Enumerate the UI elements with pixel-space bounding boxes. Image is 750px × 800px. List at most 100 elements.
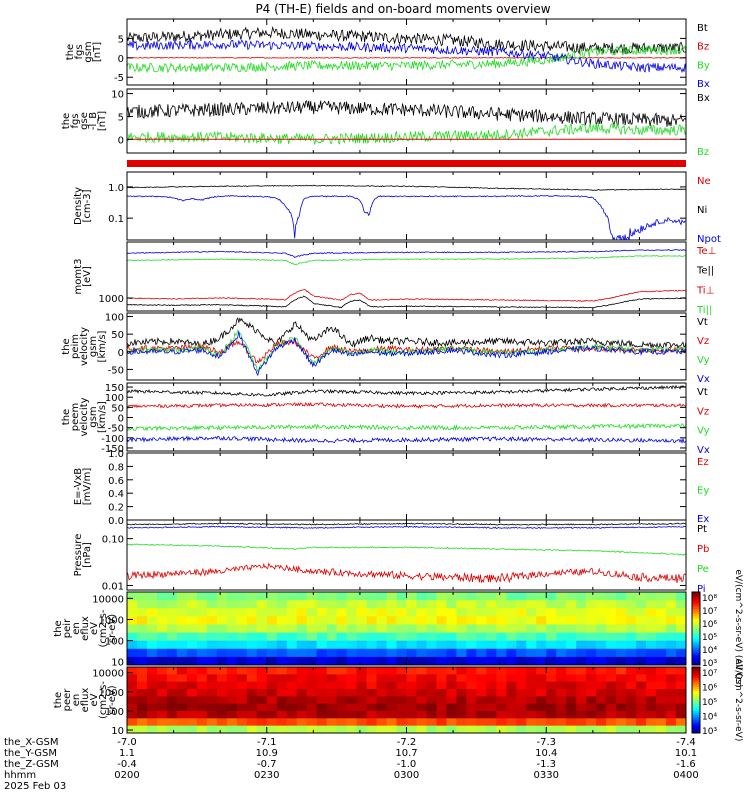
spectrogram-cell	[386, 681, 398, 690]
spectrogram-cell	[566, 656, 577, 665]
panel-frame	[126, 452, 687, 521]
colorbar-segment	[692, 647, 700, 651]
spectrogram-cell	[546, 624, 557, 634]
spectrogram-cell	[466, 640, 477, 650]
spectrogram-cell	[586, 725, 597, 733]
spectrogram-cell	[326, 656, 338, 665]
spectrogram-cell	[226, 696, 238, 705]
spectrogram-cell	[396, 648, 408, 658]
spectrogram-cell	[406, 681, 418, 690]
spectrogram-cell	[316, 648, 328, 658]
spectrogram-cell	[396, 703, 408, 712]
spectrogram-cell	[266, 689, 278, 697]
spectrogram-cell	[336, 718, 348, 727]
spectrogram-cell	[556, 600, 567, 609]
spectrogram-cell	[506, 600, 517, 609]
spectrogram-cell	[676, 674, 686, 683]
legend-Pi: Pi	[697, 584, 706, 595]
spectrogram-cell	[186, 592, 198, 601]
spectrogram-cell	[596, 703, 607, 712]
spectrogram-cell	[326, 616, 338, 626]
spectrogram-cell	[666, 648, 677, 658]
spectrogram-cell	[446, 696, 458, 705]
spectrogram-cell	[626, 648, 637, 658]
spectrogram-cell	[156, 674, 168, 683]
spectrogram-cell	[286, 674, 298, 683]
series-Bz	[127, 122, 686, 145]
spectrogram-cell	[596, 632, 607, 642]
series-Vx	[127, 331, 686, 377]
spectrogram-cell	[556, 711, 567, 719]
spectrogram-cell	[466, 608, 477, 617]
spectrogram-cell	[666, 681, 677, 690]
spectrogram-cell	[426, 592, 438, 601]
spectrogram-cell	[276, 640, 288, 650]
spectrogram-cell	[566, 674, 577, 683]
spectrogram-cell	[446, 592, 458, 601]
spectrogram-cell	[406, 703, 418, 712]
colorbar-tick-label: 10⁵	[702, 633, 717, 643]
spectrogram-cell	[306, 616, 318, 626]
spectrogram-cell	[406, 624, 418, 634]
spectrogram-cell	[506, 725, 517, 733]
x-axis-tick-label: 1.1	[119, 748, 135, 759]
spectrogram-cell	[616, 711, 627, 719]
spectrogram-cell	[276, 725, 288, 733]
spectrogram-cell	[316, 667, 328, 675]
colorbar-segment	[692, 671, 700, 675]
spectrogram-cell	[236, 608, 248, 617]
spectrogram-cell	[496, 667, 507, 675]
spectrogram-cell	[146, 718, 158, 727]
spectrogram-cell	[366, 667, 378, 675]
spectrogram-cell	[496, 592, 507, 601]
spectrogram-cell	[176, 689, 188, 697]
spectrogram-cell	[516, 711, 527, 719]
spectrogram-cell	[516, 616, 527, 626]
colorbar-segment	[692, 618, 700, 622]
spectrogram-cell	[516, 608, 527, 617]
colorbar-tick-label: 10⁷	[702, 607, 717, 617]
spectrogram-cell	[626, 608, 637, 617]
spectrogram-cell	[286, 696, 298, 705]
spectrogram-cell	[606, 674, 617, 683]
spectrogram-cell	[136, 640, 148, 650]
spectrogram-cell	[426, 703, 438, 712]
spectrogram-9	[127, 592, 686, 665]
spectrogram-cell	[556, 725, 567, 733]
spectrogram-cell	[176, 616, 188, 626]
spectrogram-cell	[386, 703, 398, 712]
spectrogram-cell	[426, 600, 438, 609]
spectrogram-cell	[636, 681, 647, 690]
spectrogram-cell	[516, 648, 527, 658]
spectrogram-cell	[446, 674, 458, 683]
spectrogram-cell	[646, 648, 657, 658]
y-tick-label: 10000	[92, 594, 124, 605]
spectrogram-cell	[246, 725, 258, 733]
spectrogram-cell	[146, 667, 158, 675]
x-axis-tick-label: 0230	[254, 770, 279, 781]
y-tick-label: 100	[105, 393, 124, 404]
spectrogram-cell	[416, 667, 428, 675]
spectrogram-cell	[286, 632, 298, 642]
spectrogram-cell	[506, 592, 517, 601]
spectrogram-cell	[356, 674, 368, 683]
spectrogram-cell	[566, 718, 577, 727]
spectrogram-cell	[376, 600, 388, 609]
spectrogram-cell	[186, 667, 198, 675]
spectrogram-cell	[396, 711, 408, 719]
spectrogram-cell	[426, 640, 438, 650]
legend-4: Te⊥ Te|| Ti⊥ Ti||	[696, 246, 716, 316]
spectrogram-cell	[396, 640, 408, 650]
spectrogram-cell	[436, 696, 448, 705]
spectrogram-cell	[676, 616, 686, 626]
spectrogram-cell	[236, 600, 248, 609]
y-tick-label: 50	[111, 403, 124, 414]
spectrogram-cell	[216, 624, 228, 634]
y-axis-label: the	[53, 692, 64, 708]
spectrogram-cell	[206, 648, 218, 658]
colorbar-segment	[692, 691, 700, 694]
spectrogram-cell	[306, 703, 318, 712]
spectrogram-cell	[156, 632, 168, 642]
spectrogram-cell	[596, 696, 607, 705]
spectrogram-cell	[196, 656, 208, 665]
